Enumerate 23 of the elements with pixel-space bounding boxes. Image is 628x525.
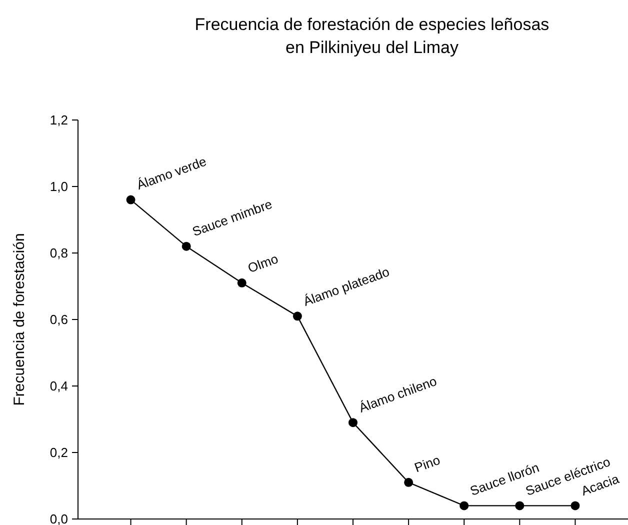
point [348,418,358,428]
point [515,501,524,510]
annotation: Álamo chileno [356,373,439,416]
y-tick-label: 0,0 [50,512,68,525]
annotation: Sauce mimbre [190,196,274,240]
point [182,242,191,251]
point [404,478,414,487]
chart-title: Frecuencia de forestación de especies leñosas en Pilkiniyeu del Limay [194,15,550,57]
point [237,278,246,288]
y-axis-title: Frecuencia de forestación [11,233,28,406]
annotation: Álamo verde [134,154,208,193]
point [126,195,136,204]
annotation: Pino [412,452,442,476]
y-tick-label: 0,6 [50,312,68,328]
y-tick-label: 1,2 [50,112,68,128]
annotation: Olmo [246,251,280,276]
y-tick-label: 1,0 [50,179,68,194]
y-tick-label: 0,4 [50,378,68,394]
y-tick-label: 0,8 [50,246,68,261]
point [460,501,469,510]
point [570,501,580,510]
y-tick-label: 0,2 [50,445,68,460]
point [292,312,302,321]
